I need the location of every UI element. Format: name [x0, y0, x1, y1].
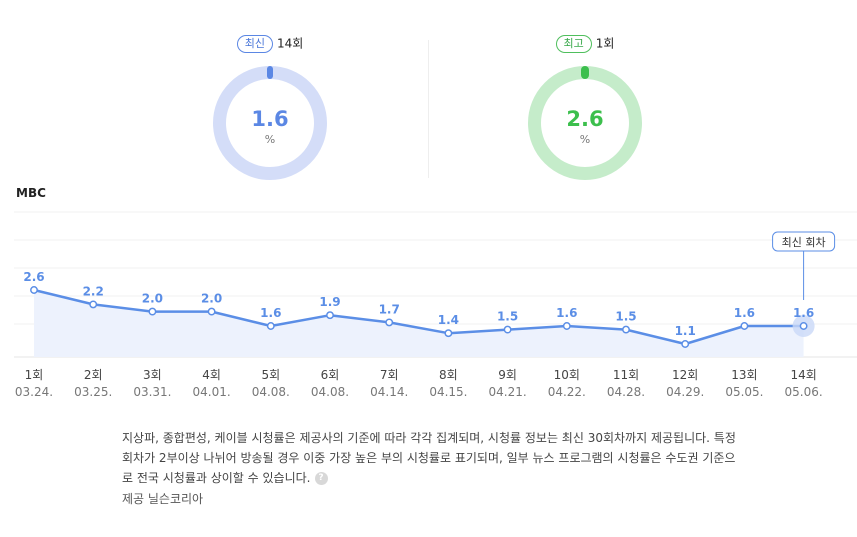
series-area [34, 290, 804, 357]
data-label: 1.6 [734, 306, 755, 320]
highest-header: 최고 1회 [485, 34, 685, 53]
data-point [681, 340, 690, 348]
data-point [444, 329, 453, 338]
x-tick-date: 05.06. [785, 385, 823, 399]
note-text: 지상파, 종합편성, 케이블 시청률은 제공사의 기준에 따라 각각 집계되며,… [122, 431, 736, 485]
latest-badge: 최신 [236, 34, 273, 53]
highest-rating-value: 2.6 [566, 107, 604, 131]
summary-latest: 최신 14회 1.6 % [170, 30, 370, 190]
x-tick-episode: 2회 [84, 368, 103, 382]
highest-badge: 최고 [555, 34, 592, 53]
data-label: 1.9 [319, 295, 340, 309]
x-tick-episode: 5회 [261, 368, 280, 382]
question-circle-icon[interactable]: ? [314, 472, 328, 485]
data-label: 1.6 [793, 306, 814, 320]
x-tick-episode: 7회 [380, 368, 399, 382]
x-tick-date: 04.22. [548, 385, 586, 399]
ratings-note: 지상파, 종합편성, 케이블 시청률은 제공사의 기준에 따라 각각 집계되며,… [122, 428, 742, 488]
provider-credit: 제공 닐슨코리아 [122, 492, 204, 506]
latest-episode-callout-label: 최신 회차 [782, 236, 826, 249]
x-tick-date: 04.14. [370, 385, 408, 399]
x-tick-episode: 9회 [498, 368, 517, 382]
data-point [740, 322, 749, 330]
data-label: 1.5 [615, 310, 636, 324]
data-point [148, 307, 157, 316]
x-tick-date: 04.21. [489, 385, 527, 399]
data-label: 1.1 [675, 324, 696, 338]
x-tick-date: 04.28. [607, 385, 645, 399]
x-tick-date: 03.31. [133, 385, 171, 399]
data-point [799, 322, 808, 330]
x-tick-episode: 10회 [554, 368, 580, 382]
data-point [622, 325, 630, 334]
x-tick-date: 04.01. [193, 385, 231, 399]
data-label: 2.2 [83, 284, 104, 298]
data-point [266, 322, 275, 330]
summary-divider [428, 40, 429, 178]
data-label: 1.5 [497, 310, 518, 324]
summary-highest: 최고 1회 2.6 % [485, 30, 685, 190]
x-tick-episode: 1회 [25, 368, 44, 382]
data-label: 1.6 [260, 306, 281, 320]
highest-episode: 1회 [595, 36, 615, 51]
channel-title: MBC [16, 186, 46, 200]
data-point [89, 300, 98, 309]
x-tick-episode: 6회 [321, 368, 340, 382]
highest-ring-marker [581, 66, 589, 79]
data-point [30, 286, 38, 294]
x-tick-episode: 8회 [439, 368, 458, 382]
x-tick-episode: 11회 [613, 368, 639, 382]
data-label: 2.0 [201, 292, 222, 306]
data-point [207, 307, 216, 316]
latest-rating-value: 1.6 [251, 107, 289, 131]
data-point [562, 322, 571, 330]
x-tick-episode: 14회 [790, 368, 816, 382]
data-label: 1.7 [379, 302, 400, 316]
latest-episode: 14회 [276, 36, 304, 51]
data-label: 2.0 [142, 292, 163, 306]
data-label: 2.6 [23, 270, 44, 284]
data-label: 1.6 [556, 306, 577, 320]
data-point [385, 318, 394, 327]
x-tick-episode: 3회 [143, 368, 162, 382]
x-tick-date: 05.05. [725, 385, 763, 399]
latest-rating-unit: % [264, 133, 276, 146]
x-tick-date: 04.15. [429, 385, 467, 399]
x-tick-date: 03.24. [15, 385, 53, 399]
highest-rating-unit: % [579, 133, 591, 146]
latest-ring-marker [267, 66, 273, 79]
series-line [33, 288, 804, 346]
latest-header: 최신 14회 [170, 34, 370, 53]
x-tick-episode: 4회 [202, 368, 221, 382]
ratings-line-chart: 최신 회차 2.6 1회 03.24. 2.2 2회 03.25. 2.0 3회 03.31. 2.… [14, 211, 857, 399]
x-tick-date: 04.08. [252, 385, 290, 399]
data-label: 1.4 [438, 313, 459, 327]
data-point [503, 325, 512, 334]
latest-episode-callout [772, 231, 836, 252]
x-tick-episode: 13회 [731, 368, 757, 382]
x-tick-date: 04.29. [666, 385, 704, 399]
data-point [326, 311, 334, 320]
x-tick-episode: 12회 [672, 368, 698, 382]
x-tick-date: 03.25. [74, 385, 112, 399]
x-tick-date: 04.08. [311, 385, 349, 399]
